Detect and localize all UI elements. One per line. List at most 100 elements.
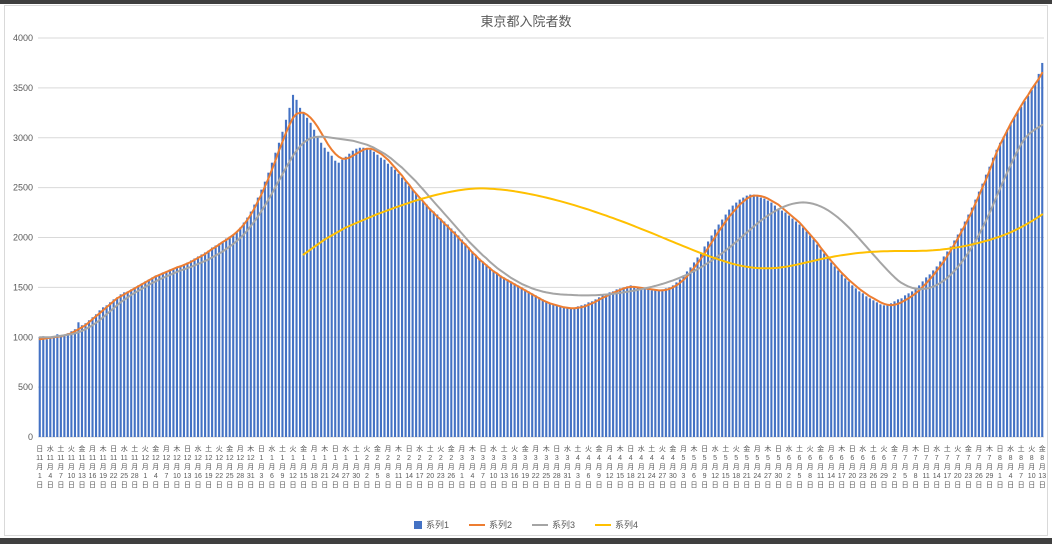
svg-text:18: 18	[310, 473, 318, 480]
svg-text:日: 日	[216, 481, 223, 489]
svg-text:26: 26	[447, 473, 455, 480]
svg-text:月: 月	[1007, 463, 1014, 471]
svg-text:火: 火	[437, 445, 444, 453]
svg-text:水: 水	[712, 444, 719, 453]
svg-text:日: 日	[469, 481, 476, 489]
svg-text:月: 月	[838, 463, 845, 471]
svg-text:日: 日	[152, 481, 159, 489]
svg-text:4: 4	[597, 455, 601, 462]
svg-text:4: 4	[639, 455, 643, 462]
svg-text:月: 月	[849, 463, 856, 471]
bars-series1	[38, 62, 1044, 438]
svg-text:2: 2	[893, 473, 897, 480]
legend-item-series4: 系列4	[595, 518, 638, 531]
svg-text:27: 27	[659, 473, 667, 480]
svg-text:日: 日	[722, 481, 729, 489]
svg-text:月: 月	[458, 463, 465, 471]
svg-text:月: 月	[543, 463, 550, 471]
svg-text:水: 水	[933, 444, 940, 453]
svg-text:月: 月	[532, 445, 539, 453]
svg-text:月: 月	[68, 463, 75, 471]
svg-text:1: 1	[354, 455, 358, 462]
svg-text:1: 1	[333, 455, 337, 462]
svg-text:4: 4	[650, 455, 654, 462]
svg-text:月: 月	[701, 463, 708, 471]
svg-text:月: 月	[36, 463, 43, 471]
svg-text:22: 22	[215, 473, 223, 480]
svg-text:日: 日	[849, 481, 856, 489]
legend-label-series1: 系列1	[425, 520, 449, 530]
svg-text:土: 土	[648, 444, 655, 453]
svg-text:水: 水	[638, 444, 645, 453]
svg-text:2: 2	[365, 455, 369, 462]
svg-text:日: 日	[237, 481, 244, 489]
svg-text:月: 月	[975, 463, 982, 471]
svg-text:月: 月	[659, 463, 666, 471]
svg-text:日: 日	[796, 481, 803, 489]
svg-text:6: 6	[819, 455, 823, 462]
svg-text:日: 日	[416, 481, 423, 489]
svg-text:土: 土	[131, 444, 138, 453]
svg-text:2: 2	[449, 455, 453, 462]
svg-text:日: 日	[184, 445, 191, 453]
svg-text:月: 月	[733, 463, 740, 471]
svg-text:日: 日	[321, 481, 328, 489]
svg-text:土: 土	[574, 444, 581, 453]
svg-text:月: 月	[606, 445, 613, 453]
svg-text:日: 日	[480, 445, 487, 453]
svg-text:12: 12	[247, 455, 255, 462]
svg-text:金: 金	[1039, 444, 1046, 453]
svg-text:月: 月	[258, 463, 265, 471]
svg-text:月: 月	[416, 463, 423, 471]
svg-text:日: 日	[279, 481, 286, 489]
svg-text:月: 月	[870, 463, 877, 471]
svg-text:月: 月	[321, 463, 328, 471]
svg-text:19: 19	[205, 473, 213, 480]
svg-text:月: 月	[385, 463, 392, 471]
svg-text:8: 8	[1019, 455, 1023, 462]
svg-text:3: 3	[513, 455, 517, 462]
svg-text:2: 2	[787, 473, 791, 480]
svg-text:日: 日	[923, 481, 930, 489]
svg-text:日: 日	[131, 481, 138, 489]
svg-text:2000: 2000	[13, 233, 33, 243]
svg-text:日: 日	[36, 481, 43, 489]
svg-text:日: 日	[617, 481, 624, 489]
svg-text:日: 日	[543, 481, 550, 489]
svg-text:11: 11	[817, 473, 824, 480]
svg-text:火: 火	[733, 445, 740, 453]
svg-text:9: 9	[703, 473, 707, 480]
svg-text:日: 日	[627, 481, 634, 489]
svg-text:月: 月	[859, 463, 866, 471]
svg-text:月: 月	[184, 463, 191, 471]
svg-text:11: 11	[68, 455, 75, 462]
svg-text:金: 金	[522, 444, 529, 453]
svg-text:月: 月	[944, 463, 951, 471]
x-axis-labels: 日11月1日水11月4日土11月7日火11月10日金11月13日月11月16日木…	[36, 444, 1046, 489]
svg-text:日: 日	[173, 481, 180, 489]
svg-text:日: 日	[195, 481, 202, 489]
svg-text:日: 日	[775, 481, 782, 489]
svg-text:土: 土	[353, 444, 360, 453]
svg-text:日: 日	[458, 481, 465, 489]
svg-text:日: 日	[859, 481, 866, 489]
svg-text:月: 月	[1018, 463, 1025, 471]
svg-text:4: 4	[608, 455, 612, 462]
svg-text:24: 24	[648, 473, 656, 480]
svg-text:29: 29	[986, 473, 994, 480]
svg-text:日: 日	[627, 445, 634, 453]
svg-text:水: 水	[859, 444, 866, 453]
svg-text:7: 7	[893, 455, 897, 462]
svg-text:日: 日	[701, 481, 708, 489]
svg-text:月: 月	[680, 445, 687, 453]
svg-text:4: 4	[618, 455, 622, 462]
svg-text:15: 15	[300, 473, 308, 480]
svg-text:10: 10	[490, 473, 498, 480]
svg-text:金: 金	[374, 444, 381, 453]
svg-text:日: 日	[807, 481, 814, 489]
svg-text:日: 日	[480, 481, 487, 489]
svg-text:5: 5	[703, 455, 707, 462]
svg-text:日: 日	[427, 481, 434, 489]
svg-text:日: 日	[184, 481, 191, 489]
